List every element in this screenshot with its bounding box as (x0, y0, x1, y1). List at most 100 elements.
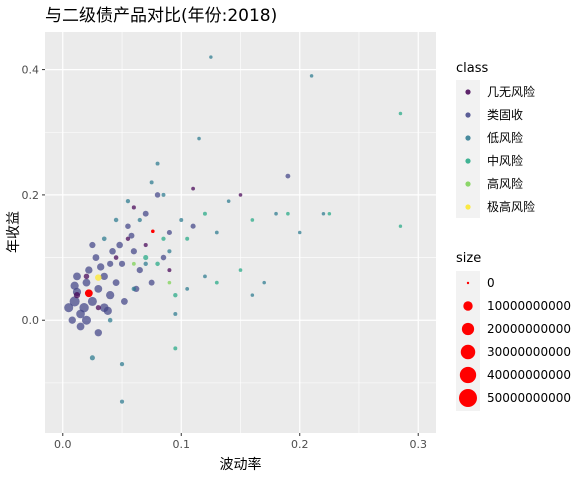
size-legend-label: 20000000000 (487, 322, 571, 336)
data-point (161, 236, 166, 241)
data-point (203, 274, 207, 279)
data-point (73, 272, 81, 281)
data-point (167, 268, 172, 273)
data-point (100, 272, 108, 281)
data-point (149, 180, 154, 185)
data-point (125, 236, 131, 241)
data-point (154, 192, 161, 198)
data-point (137, 217, 142, 223)
data-point (148, 279, 155, 286)
size-legend-key (460, 344, 476, 360)
class-legend-label: 中风险 (487, 153, 523, 168)
size-legend-key-background (456, 271, 480, 411)
data-point (250, 293, 255, 297)
size-legend-label: 40000000000 (487, 368, 571, 382)
data-point (68, 316, 76, 324)
size-legend-label: 30000000000 (487, 345, 571, 359)
data-point (79, 302, 89, 313)
data-point (167, 280, 172, 285)
class-legend-label: 几无风险 (487, 84, 535, 99)
highlight-point (151, 229, 155, 234)
data-point (107, 317, 113, 323)
data-point (112, 279, 120, 287)
data-point (113, 217, 119, 223)
data-point (82, 278, 91, 287)
data-point (173, 346, 178, 351)
data-point (274, 211, 278, 216)
data-point (209, 55, 213, 59)
data-point (142, 210, 149, 217)
data-point (160, 254, 167, 261)
data-point (143, 242, 148, 248)
y-tick-label: 0.4 (22, 64, 40, 77)
data-points (64, 55, 403, 404)
data-point (89, 355, 95, 361)
data-point (81, 315, 91, 325)
data-point (191, 186, 196, 191)
data-point (179, 217, 184, 222)
data-point (238, 268, 243, 272)
data-point (94, 329, 102, 337)
data-point (197, 136, 201, 141)
axes: 0.0 0.1 0.2 0.3 0.0 0.2 0.4 (22, 64, 427, 451)
data-point (101, 236, 107, 242)
data-point (85, 266, 93, 274)
size-legend-key (463, 301, 473, 311)
data-point (286, 211, 290, 216)
data-point (250, 218, 255, 222)
data-point (95, 305, 101, 311)
size-legend-key (466, 281, 470, 285)
data-point (327, 211, 332, 216)
class-legend-label: 低风险 (487, 130, 523, 145)
data-point (120, 298, 128, 305)
data-point (125, 199, 131, 204)
size-legend-label: 50000000000 (487, 391, 571, 405)
data-point (214, 230, 219, 235)
data-point (309, 74, 314, 78)
y-tick-label: 0.0 (22, 314, 40, 327)
x-tick-label: 0.3 (409, 438, 427, 451)
class-legend-title: class (456, 61, 488, 76)
class-legend-key (465, 181, 471, 187)
data-point (119, 361, 125, 367)
y-axis-title: 年收益 (6, 211, 22, 253)
data-point (131, 261, 136, 266)
data-point (321, 211, 326, 216)
size-legend-title: size (456, 251, 481, 266)
data-point (118, 260, 126, 267)
data-point (131, 286, 137, 292)
data-point (119, 399, 125, 404)
data-point (116, 241, 123, 249)
class-legend-key (465, 135, 471, 141)
data-point (130, 248, 137, 255)
data-point (64, 303, 74, 313)
data-point (128, 232, 135, 239)
data-point (83, 273, 90, 280)
data-point (185, 236, 190, 241)
data-point (155, 261, 160, 267)
data-point (106, 291, 115, 300)
class-legend-key (465, 89, 471, 95)
data-point (136, 266, 143, 274)
data-point (398, 224, 403, 228)
data-point (69, 296, 80, 307)
size-legend-key (459, 366, 477, 384)
highlight-point (84, 289, 93, 298)
x-tick-label: 0.1 (173, 438, 191, 451)
data-point (103, 306, 112, 315)
size-legend-label: 0 (487, 276, 495, 290)
data-point (285, 173, 291, 179)
data-point (94, 284, 103, 293)
data-point (226, 199, 231, 203)
class-legend-key-background (456, 80, 480, 218)
class-legend-key (465, 204, 471, 210)
data-point (155, 161, 160, 166)
data-point (87, 296, 97, 306)
x-axis-title: 波动率 (220, 456, 262, 473)
data-point (95, 274, 102, 281)
class-legend-label: 类固收 (487, 108, 523, 122)
data-point (185, 286, 190, 291)
class-legend-label: 高风险 (487, 176, 523, 191)
